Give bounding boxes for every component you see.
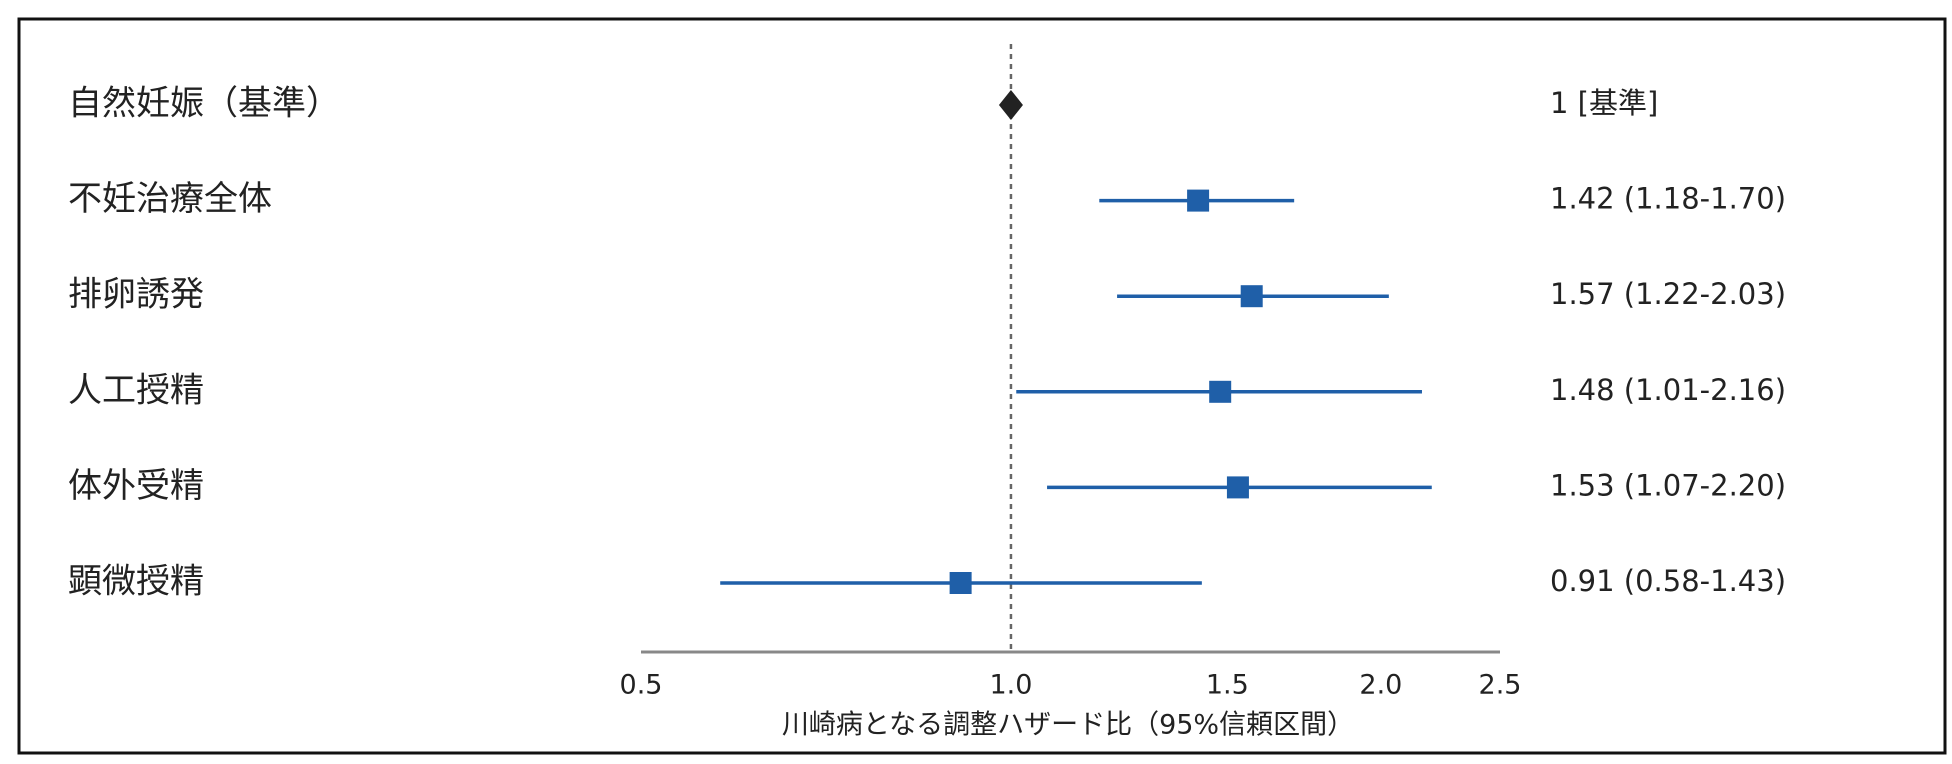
point-estimate [949, 572, 972, 594]
value-label: 1.42 (1.18-1.70) [1550, 182, 1786, 216]
value-label: 1 [基準] [1550, 86, 1658, 120]
row-label: 自然妊娠（基準） [68, 84, 340, 124]
value-label: 1.48 (1.01-2.16) [1550, 373, 1786, 407]
point-estimate [1187, 189, 1210, 212]
x-tick-label: 1.5 [1206, 670, 1249, 701]
row-label: 体外受精 [68, 466, 204, 506]
x-tick-label: 0.5 [620, 670, 663, 701]
x-tick-label: 1.0 [989, 670, 1032, 701]
row-label: 排卵誘発 [68, 275, 204, 315]
point-estimate [1209, 380, 1232, 403]
x-tick-label: 2.5 [1479, 670, 1522, 701]
reference-marker [998, 90, 1023, 120]
value-label: 1.53 (1.07-2.20) [1550, 468, 1786, 502]
value-label: 0.91 (0.58-1.43) [1550, 564, 1786, 598]
value-label: 1.57 (1.22-2.03) [1550, 277, 1786, 311]
x-axis-label: 川崎病となる調整ハザード比（95%信頼区間） [782, 710, 1354, 741]
row-label: 人工授精 [68, 370, 204, 410]
point-estimate [1226, 476, 1249, 499]
frame [17, 17, 1947, 755]
row-label: 顕微授精 [68, 562, 204, 602]
point-estimate [1240, 285, 1263, 308]
x-tick-label: 2.0 [1359, 670, 1402, 701]
row-label: 不妊治療全体 [68, 179, 272, 219]
